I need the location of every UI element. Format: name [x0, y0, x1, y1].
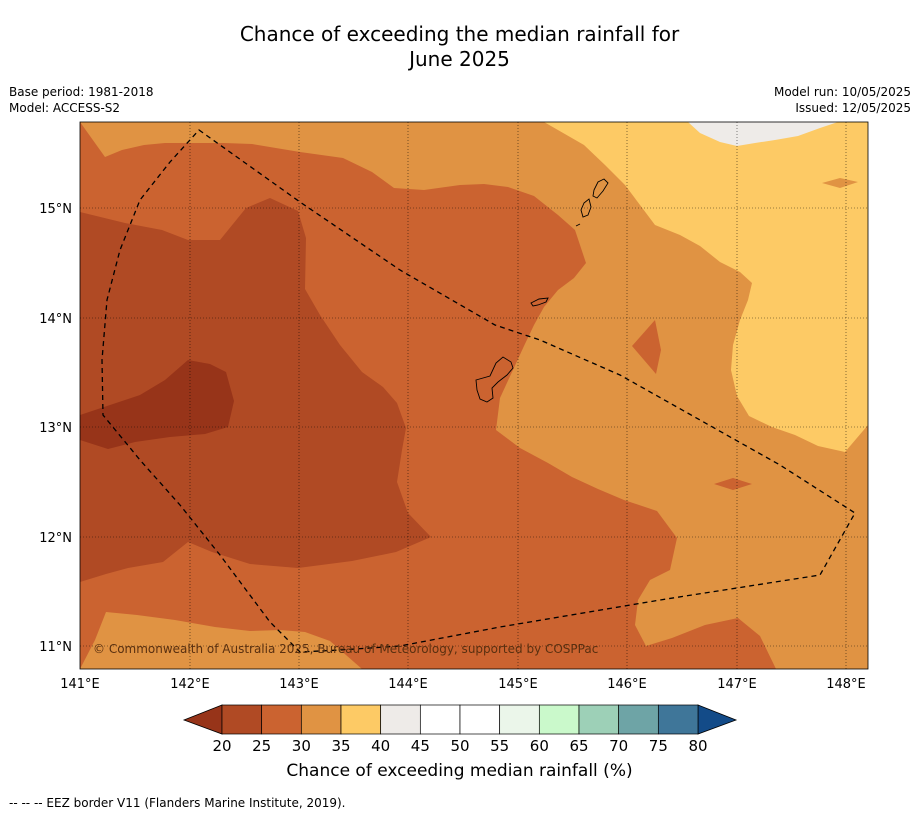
- colorbar-tick: 60: [530, 737, 549, 755]
- model-run: Model run: 10/05/2025: [773, 85, 911, 99]
- band-25-30-lens-east: [714, 478, 752, 490]
- footnote: -- -- -- EEZ border V11 (Flanders Marine…: [9, 796, 346, 810]
- lon-label: 144°E: [388, 677, 428, 692]
- colorbar-segment: [618, 704, 659, 735]
- colorbar-tick: 65: [569, 737, 588, 755]
- band-30-35-south: [80, 612, 362, 669]
- colorbar-segment: [538, 704, 580, 735]
- lon-label: 147°E: [717, 677, 757, 692]
- lon-label: 146°E: [607, 677, 647, 692]
- lon-label: 148°E: [826, 677, 866, 692]
- island-saipan-north: [592, 178, 609, 199]
- colorbar-tick: 50: [450, 737, 469, 755]
- colorbar-segment: [380, 704, 421, 735]
- colorbar-tick: 20: [212, 737, 231, 755]
- lat-label: 14°N: [39, 312, 72, 327]
- island-saipan: [580, 198, 592, 218]
- model-name: Model: ACCESS-S2: [9, 101, 121, 115]
- colorbar-tick: 75: [649, 737, 668, 755]
- map-frame: [79, 121, 869, 670]
- lon-label: 142°E: [170, 677, 210, 692]
- eez-border: [101, 129, 856, 653]
- band-30-35-patch: [822, 178, 858, 188]
- band-40-45: [688, 122, 838, 146]
- lon-label: 143°E: [279, 677, 319, 692]
- colorbar-under-arrow: [182, 704, 223, 735]
- colorbar-tick: 30: [292, 737, 311, 755]
- island-rota: [530, 297, 549, 307]
- lat-labels: 15°N 14°N 13°N 12°N 11°N: [39, 202, 72, 655]
- title-line-2: June 2025: [409, 47, 510, 71]
- lon-labels: 141°E 142°E 143°E 144°E 145°E 146°E 147°E 148°E: [60, 677, 866, 692]
- rainfall-contours: [80, 122, 868, 669]
- island-tinian-dot: [575, 223, 581, 227]
- colorbar-tick: 55: [490, 737, 509, 755]
- meta-left: Base period: 1981-2018 Model: ACCESS-S2: [9, 84, 154, 116]
- islands: [475, 178, 609, 403]
- lon-label: 141°E: [60, 677, 100, 692]
- lat-label: 11°N: [39, 640, 72, 655]
- colorbar-segment: [261, 704, 302, 735]
- band-20-25: [80, 198, 431, 582]
- colorbar-label: Chance of exceeding median rainfall (%): [286, 761, 633, 781]
- colorbar-tick: 40: [371, 737, 390, 755]
- lat-label: 15°N: [39, 202, 72, 217]
- colorbar-ticks: 20 25 30 35 40 45 50 55 60 65 70 75 80: [212, 737, 707, 755]
- colorbar-segments: [221, 704, 699, 735]
- meta-right: Model run: 10/05/2025 Issued: 12/05/2025: [774, 84, 911, 116]
- colorbar-tick: 25: [252, 737, 271, 755]
- colorbar-segment: [300, 704, 342, 735]
- copyright-note: © Commonwealth of Australia 2025, Bureau…: [93, 642, 598, 656]
- band-25-30-wedge: [632, 320, 661, 374]
- issued-date: Issued: 12/05/2025: [795, 101, 911, 115]
- lon-label: 145°E: [498, 677, 538, 692]
- colorbar-segment: [419, 704, 461, 735]
- colorbar-tick: 70: [609, 737, 628, 755]
- title-line-1: Chance of exceeding the median rainfall …: [239, 22, 680, 46]
- base-period: Base period: 1981-2018: [9, 85, 154, 99]
- colorbar-segment: [459, 704, 501, 735]
- colorbar-segment: [578, 704, 620, 735]
- colorbar-segment: [221, 704, 263, 735]
- band-35-40: [544, 122, 868, 452]
- island-guam: [475, 356, 514, 403]
- lat-label: 13°N: [39, 421, 72, 436]
- colorbar-tick: 45: [411, 737, 430, 755]
- map-title: Chance of exceeding the median rainfall …: [0, 22, 919, 72]
- gridlines: [80, 122, 868, 669]
- colorbar-segment: [499, 704, 540, 735]
- colorbar-over-arrow: [697, 704, 738, 735]
- colorbar: 20 25 30 35 40 45 50 55 60 65 70 75 80: [182, 704, 738, 755]
- colorbar-segment: [657, 704, 699, 735]
- band-15-20: [80, 360, 234, 449]
- colorbar-tick: 80: [688, 737, 707, 755]
- colorbar-tick: 35: [331, 737, 350, 755]
- colorbar-segment: [340, 704, 382, 735]
- lat-label: 12°N: [39, 531, 72, 546]
